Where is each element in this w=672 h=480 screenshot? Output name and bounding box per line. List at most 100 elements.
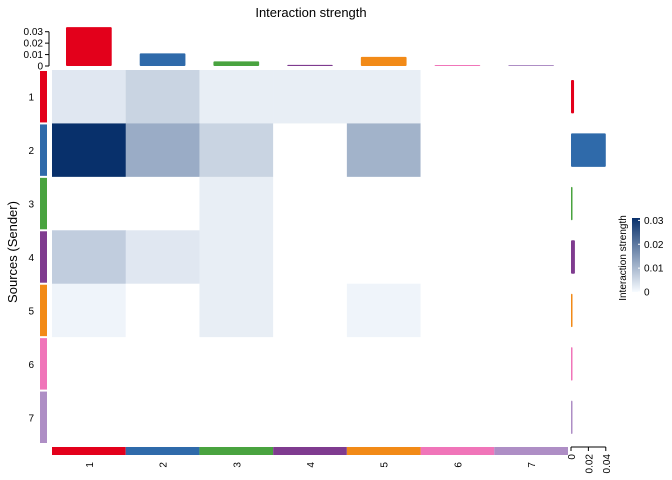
heatmap-cell [52,230,127,285]
column-label: 2 [159,462,170,468]
row-label: 6 [28,360,34,371]
heatmap-cell [494,283,569,338]
row-labels: 1 2 3 4 5 6 7 [28,93,34,425]
column-group-bar [420,447,495,455]
heatmap-cell [494,176,569,231]
heatmap-cell [420,283,495,338]
heatmap-cells [52,70,569,445]
y-axis-title: Sources (Sender) [5,201,20,303]
top-bar [287,64,333,66]
legend-tick-label: 0 [644,288,650,299]
top-bar [434,65,481,66]
heatmap-cell [125,230,200,285]
heatmap-cell [273,283,348,338]
row-group-bar [40,124,47,176]
top-bar [66,27,112,66]
heatmap-cell [346,230,421,285]
heatmap-cell [346,337,421,391]
right-bar [571,293,573,328]
heatmap-cell [52,123,127,178]
column-label: 7 [527,462,538,468]
row-label: 7 [28,413,34,424]
chart-title: Interaction strength [255,5,366,20]
row-group-bar [40,284,47,337]
heatmap-cell [125,176,200,231]
heatmap-cell [494,70,569,124]
heatmap-cell [52,176,127,231]
row-label: 5 [28,306,34,317]
heatmap-cell [494,390,569,445]
heatmap-cell [346,283,421,338]
heatmap-cell [125,337,200,391]
right-axis-tick-label: 0 [567,454,578,460]
column-group-bar [199,447,274,455]
top-axis-tick-label: 0 [37,62,43,73]
top-axis-tick-label: 0.03 [24,27,44,38]
row-group-bar [40,177,47,230]
heatmap-cell [346,176,421,231]
heatmap-cell [494,123,569,178]
row-label: 4 [28,253,34,264]
heatmap-cell [273,176,348,231]
heatmap-cell [199,230,274,285]
heatmap-cell [273,337,348,391]
heatmap-cell [273,123,348,178]
legend-title: Interaction strength [618,215,629,301]
legend-tick-label: 0.01 [644,264,664,275]
column-label: 6 [453,462,464,468]
row-color-strip [40,71,47,443]
heatmap-cell [52,337,127,391]
heatmap-cell [199,337,274,391]
heatmap-cell [420,70,495,124]
right-bar [571,240,575,274]
heatmap-cell [199,390,274,445]
row-label: 2 [28,146,34,157]
heatmap-cell [273,230,348,285]
column-label: 1 [85,462,96,468]
column-label: 3 [232,462,243,468]
column-group-bar [52,447,126,455]
top-bar [508,65,554,66]
heatmap-cell [420,230,495,285]
heatmap-cell [346,70,421,124]
heatmap-cell [273,390,348,445]
heatmap-cell [199,176,274,231]
heatmap-cell [420,337,495,391]
column-group-bar [125,447,200,455]
heatmap-cell [199,70,274,124]
column-group-bar [273,447,347,455]
column-label: 4 [306,462,317,468]
heatmap-cell [494,230,569,285]
heatmap-cell [125,283,200,338]
right-bar [571,186,573,221]
heatmap-cell [346,123,421,178]
top-bar [360,56,407,66]
legend-color-bar [632,218,640,292]
top-bar [213,61,260,66]
row-label: 3 [28,200,34,211]
heatmap-cell [420,176,495,231]
heatmap-cell [199,283,274,338]
top-bar [139,53,186,66]
heatmap-cell [420,390,495,445]
heatmap-cell [494,337,569,391]
heatmap-cell [199,123,274,178]
heatmap-cell [52,70,127,124]
legend-tick-label: 0.02 [644,240,664,251]
color-legend: Interaction strength 0 0.01 0.02 0.03 [618,215,664,301]
row-group-bar [40,231,47,283]
right-axis-tick-label: 0.02 [584,454,595,474]
heatmap-cell [420,123,495,178]
right-bar [571,400,573,434]
top-axis-tick-label: 0.02 [24,39,44,50]
legend-tick-label: 0.03 [644,216,664,227]
right-bar [571,133,606,167]
heatmap-cell [273,70,348,124]
heatmap-cell [52,283,127,338]
column-color-strip [52,447,568,455]
row-label: 1 [28,93,34,104]
heatmap-cell [346,390,421,445]
row-group-bar [40,71,47,123]
right-bar [571,347,573,381]
